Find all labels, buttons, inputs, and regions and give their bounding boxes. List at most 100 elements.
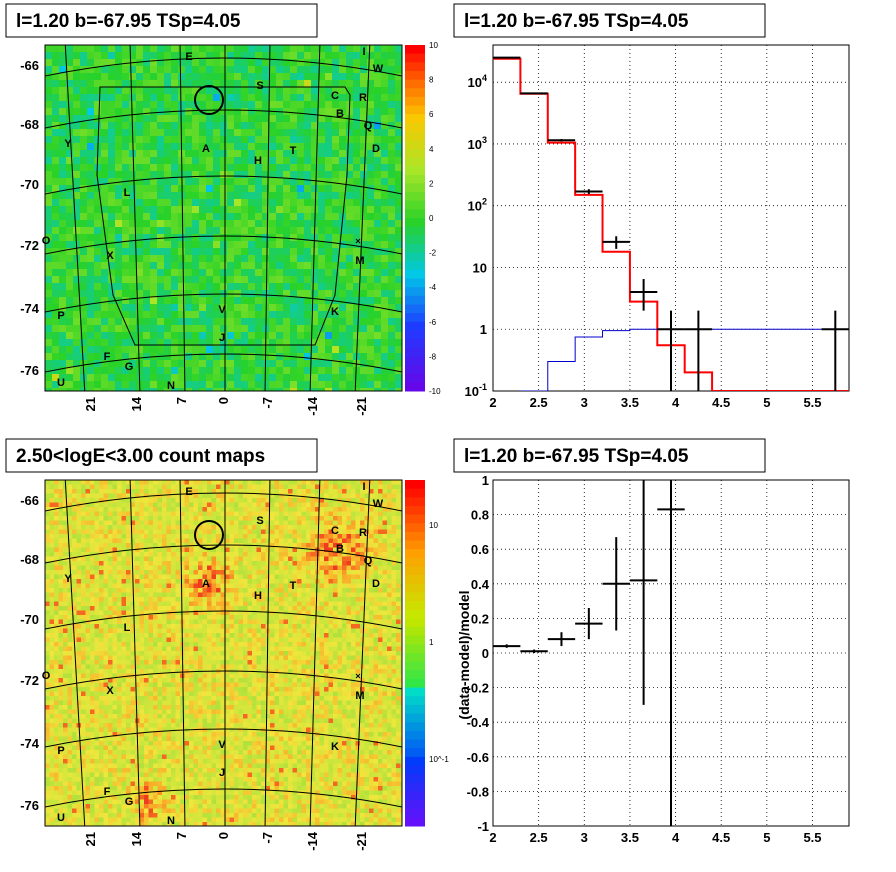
heatmap-cell: [206, 73, 214, 81]
heatmap-cell: [337, 525, 343, 530]
heatmap-cell: [59, 129, 67, 137]
heatmap-cell: [248, 381, 256, 389]
heatmap-cell: [360, 213, 368, 221]
heatmap-cell: [229, 556, 235, 562]
heatmap-cell: [248, 45, 256, 53]
heatmap-cell: [315, 538, 320, 544]
heatmap-cell: [175, 511, 181, 517]
heatmap-cell: [153, 538, 158, 544]
heatmap-cell: [150, 87, 158, 95]
heatmap-cell: [72, 525, 77, 530]
heatmap-cell: [171, 73, 179, 81]
heatmap-cell: [211, 588, 217, 593]
heatmap-cell: [373, 583, 379, 589]
heatmap-cell: [153, 565, 158, 571]
heatmap-cell: [136, 129, 144, 137]
heatmap-cell: [374, 143, 382, 151]
heatmap-cell: [332, 220, 340, 228]
heatmap-cell: [234, 108, 242, 116]
heatmap-cell: [270, 561, 275, 566]
heatmap-cell: [73, 297, 81, 305]
latitude-line: [45, 57, 402, 77]
heatmap-cell: [87, 45, 95, 53]
heatmap-cell: [381, 136, 389, 144]
heatmap-cell: [90, 502, 95, 508]
heatmap-cell: [227, 360, 235, 368]
heatmap-cell: [269, 248, 277, 256]
heatmap-cell: [108, 220, 116, 228]
heatmap-cell: [73, 353, 81, 361]
heatmap-cell: [220, 547, 226, 553]
heatmap-cell: [270, 556, 275, 562]
heatmap-cell: [220, 339, 228, 347]
heatmap-cell: [395, 283, 402, 291]
heatmap-cell: [346, 178, 354, 186]
heatmap-cell: [85, 561, 91, 566]
heatmap-cell: [101, 332, 109, 340]
heatmap-cell: [292, 516, 298, 521]
heatmap-cell: [262, 45, 270, 53]
heatmap-cell: [211, 516, 217, 521]
heatmap-cell: [52, 87, 60, 95]
heatmap-cell: [339, 388, 347, 391]
heatmap-cell: [199, 73, 207, 81]
heatmap-cell: [122, 367, 130, 375]
heatmap-cell: [148, 511, 154, 517]
heatmap-cell: [73, 332, 81, 340]
heatmap-cell: [72, 606, 77, 611]
heatmap-cell: [185, 129, 193, 137]
heatmap-cell: [153, 597, 158, 602]
heatmap-cell: [108, 529, 113, 535]
heatmap-cell: [185, 101, 193, 109]
heatmap-cell: [59, 122, 67, 130]
heatmap-cell: [270, 547, 275, 553]
heatmap-cell: [101, 318, 109, 326]
heatmap-cell: [117, 498, 122, 503]
heatmap-cell: [297, 304, 305, 312]
heatmap-cell: [353, 52, 361, 60]
heatmap-cell: [225, 601, 230, 607]
heatmap-cell: [206, 178, 214, 186]
heatmap-cell: [290, 80, 298, 88]
heatmap-cell: [63, 489, 68, 494]
heatmap-cell: [325, 241, 333, 249]
heatmap-cell: [87, 325, 95, 333]
heatmap-cell: [283, 592, 289, 598]
heatmap-cell: [225, 592, 230, 598]
heatmap-cell: [189, 597, 194, 602]
heatmap-cell: [129, 325, 137, 333]
heatmap-cell: [213, 87, 221, 95]
heatmap-cell: [136, 59, 144, 67]
heatmap-cell: [216, 502, 221, 508]
heatmap-cell: [269, 325, 277, 333]
heatmap-cell: [227, 66, 235, 74]
heatmap-cell: [256, 570, 262, 575]
heatmap-cell: [157, 143, 165, 151]
heatmap-cell: [73, 59, 81, 67]
heatmap-cell: [220, 150, 228, 158]
heatmap-cell: [171, 511, 176, 517]
y-tick-label: -70: [20, 177, 39, 192]
heatmap-cell: [270, 583, 275, 589]
heatmap-cell: [73, 143, 81, 151]
heatmap-cell: [315, 493, 320, 499]
heatmap-cell: [87, 220, 95, 228]
heatmap-cell: [80, 157, 88, 165]
heatmap-cell: [94, 136, 102, 144]
heatmap-cell: [206, 129, 214, 137]
heatmap-cell: [283, 87, 291, 95]
heatmap-cell: [136, 199, 144, 207]
heatmap-cell: [126, 583, 131, 589]
heatmap-cell: [45, 220, 53, 228]
heatmap-cell: [387, 561, 392, 566]
heatmap-cell: [206, 227, 214, 235]
heatmap-cell: [234, 489, 239, 494]
heatmap-cell: [216, 498, 221, 503]
heatmap-cell: [225, 534, 230, 539]
heatmap-cell: [234, 538, 239, 544]
heatmap-cell: [301, 579, 307, 584]
heatmap-cell: [157, 171, 165, 179]
heatmap-cell: [269, 290, 277, 298]
heatmap-cell: [129, 101, 137, 109]
heatmap-cell: [206, 108, 214, 116]
